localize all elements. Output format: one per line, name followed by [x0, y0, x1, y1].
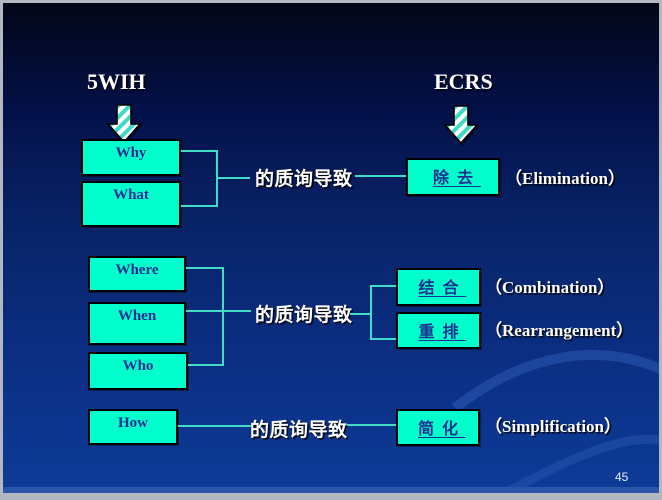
label-elimination-en: （Elimination）: [505, 169, 625, 188]
connector-line: [222, 267, 224, 366]
connector-line: [370, 338, 396, 340]
phrase-inquiry-leads-to: 的质询导致: [250, 420, 348, 441]
bottom-edge-highlight: [3, 487, 659, 493]
striped-down-arrow-icon: [443, 105, 479, 145]
connector-line: [355, 175, 406, 177]
phrase-inquiry-leads-to: 的质询导致: [255, 169, 353, 190]
box-simplification-cn: 简化: [396, 409, 480, 446]
box-who: Who: [88, 352, 188, 390]
connector-line: [181, 150, 216, 152]
box-rearrangement-cn: 重排: [396, 312, 481, 349]
connector-line: [186, 310, 251, 312]
box-when: When: [88, 302, 186, 345]
striped-down-arrow-icon: [106, 104, 142, 144]
box-combination-cn: 结合: [396, 268, 481, 306]
connector-line: [186, 267, 223, 269]
heading-5w1h: 5WIH: [87, 69, 146, 94]
box-where: Where: [88, 256, 186, 292]
label-combination-en: （Combination）: [485, 278, 615, 297]
connector-line: [350, 313, 371, 315]
phrase-inquiry-leads-to: 的质询导致: [255, 305, 353, 326]
connector-line: [188, 364, 223, 366]
page-number: 45: [615, 470, 629, 484]
connector-line: [370, 285, 396, 287]
box-why: Why: [81, 139, 181, 176]
box-how: How: [88, 409, 178, 445]
connector-line: [216, 177, 250, 179]
connector-line: [181, 205, 216, 207]
connector-line: [370, 285, 372, 340]
connector-line: [178, 425, 251, 427]
label-rearrangement-en: （Rearrangement）: [485, 321, 634, 340]
box-what: What: [81, 181, 181, 227]
heading-ecrs: ECRS: [434, 69, 493, 94]
bottom-frame-border: [3, 493, 659, 500]
box-elimination-cn: 除去: [406, 158, 500, 196]
connector-line: [347, 424, 396, 426]
label-simplification-en: （Simplification）: [485, 417, 622, 436]
